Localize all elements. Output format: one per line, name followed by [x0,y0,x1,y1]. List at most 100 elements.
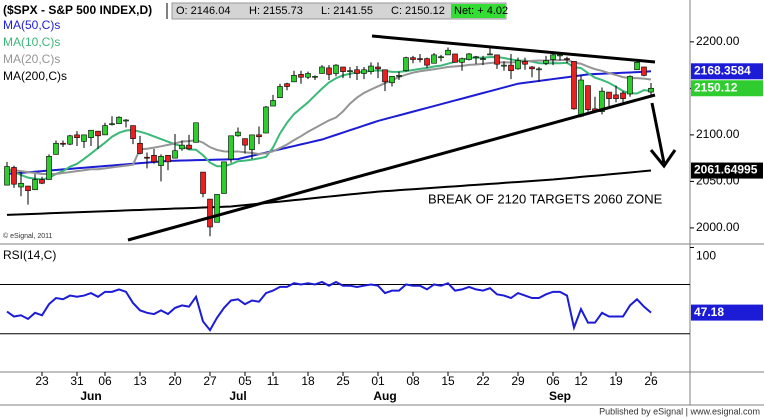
candle-body [361,69,367,74]
candle-body [326,67,332,75]
symbol-title: ($SPX - S&P 500 INDEX,D) [3,3,152,17]
candle-body [95,130,101,137]
last-value-label: 2168.3584 [694,63,751,77]
legend-entry: MA(200,C)s [3,69,67,83]
candle-body [39,179,45,184]
candle-body [214,194,220,223]
x-tick-label: 31 [70,374,84,388]
candle-body [263,106,269,134]
candle-body [333,64,339,74]
x-tick-label: 06 [98,374,112,388]
candle-body [459,58,465,63]
arrow-head [649,149,677,169]
candle-body [501,64,507,67]
last-value-box [691,80,763,97]
candle-body [207,198,213,228]
candle-body [431,54,437,64]
candle-body [648,87,654,93]
legend-entry: MA(20,C)s [3,52,60,66]
candle-body [543,60,549,64]
candle-body [151,155,157,163]
x-tick-label: 01 [371,374,385,388]
series-line [6,70,652,175]
candle-body [396,75,402,77]
candle-body [620,92,626,99]
candle-body [25,185,31,191]
marks: 2200.002150.002100.002050.002000.00MA(50… [0,18,763,403]
candle-body [81,134,87,142]
candle-body [221,161,227,194]
series-line [6,280,652,332]
arrow [650,102,666,164]
x-tick-label: 15 [441,374,455,388]
candle-body [32,179,38,191]
x-tick-label: 13 [133,374,147,388]
x-tick-label: 05 [238,374,252,388]
candle-body [473,56,479,59]
y-tick-label: 2000.00 [696,220,740,234]
quote-text: C: 2150.12 [391,5,445,17]
candle-body [494,54,500,65]
x-tick-label: 26 [644,374,658,388]
candle-body [60,142,66,145]
candle-body [312,75,318,78]
x-tick-label: 20 [168,374,182,388]
legend-entry: MA(50,C)s [3,18,60,32]
rsi-title: RSI(14,C) [3,248,56,262]
candle-body [67,135,73,145]
candle-body [277,86,283,98]
candle-body [522,61,528,65]
month-label: Aug [373,389,396,403]
quote-text: H: 2155.73 [249,5,303,17]
candle-body [508,64,514,71]
annotation: BREAK OF 2120 TARGETS 2060 ZONE [428,191,663,206]
series-line [6,169,652,216]
candle-body [319,66,325,74]
candle-body [347,70,353,72]
candle-body [291,75,297,83]
candle-body [627,75,633,95]
footer: Published by eSignal | www.esignal.com [599,406,760,416]
x-tick-label: 25 [336,374,350,388]
candle-body [11,167,17,185]
candle-body [74,134,80,138]
last-value-label: 2150.12 [694,80,738,94]
candle-body [613,94,619,99]
candle-body [585,85,591,111]
y-tick-label: 2100.00 [696,127,740,141]
candle-body [249,134,255,151]
candle-body [480,58,486,60]
candle-body [410,57,416,60]
candle-body [242,138,248,146]
x-tick-label: 18 [301,374,315,388]
candle-body [354,69,360,74]
candle-body [375,66,381,70]
candle-body [53,142,59,155]
candle-body [466,53,472,60]
resistance-trendline [371,34,656,64]
candle-body [634,62,640,71]
x-tick-label: 23 [35,374,49,388]
candle-body [557,54,563,57]
quote-text: O: 2146.04 [176,5,230,17]
candle-body [452,53,458,63]
candle-body [186,144,192,150]
quote-text: L: 2141.55 [321,5,373,17]
x-tick-label: 27 [203,374,217,388]
last-value-box [691,162,763,179]
candle-body [123,119,129,122]
candle-body [417,58,423,60]
candle-body [88,129,94,138]
candle-body [270,100,276,107]
candle-body [46,155,52,180]
candle-body [382,69,388,83]
month-label: Sep [549,389,571,403]
candle-body [641,66,647,76]
x-tick-label: 19 [609,374,623,388]
candle-body [578,79,584,117]
candle-body [172,150,178,159]
candle-body [564,58,570,60]
candle-body [340,66,346,72]
